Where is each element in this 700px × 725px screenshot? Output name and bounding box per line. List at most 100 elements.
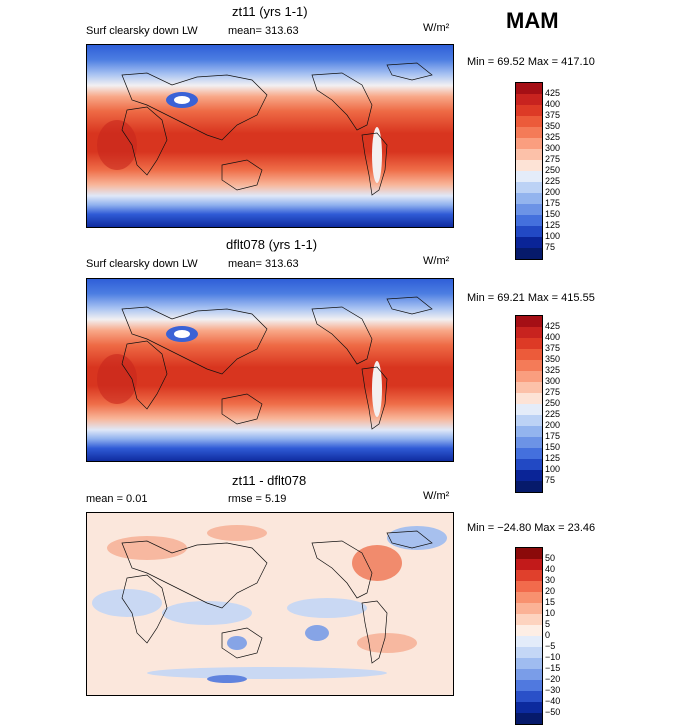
colorbar-swatch [516, 581, 542, 592]
colorbar-tick-label: 100 [545, 231, 561, 241]
colorbar-tick-label: 175 [545, 198, 561, 208]
colorbar-swatch [516, 393, 542, 404]
panel-3-minmax: Min = −24.80 Max = 23.46 [467, 522, 596, 534]
panel-2-colorbar: 425 400 375 350 325 300 275 250 225 200 175 150 125 1… [515, 315, 560, 493]
colorbar-swatch [516, 459, 542, 470]
colorbar-tick-label: 350 [545, 354, 561, 364]
colorbar-tick-label: 375 [545, 343, 561, 353]
colorbar-tick-label: 275 [545, 154, 561, 164]
colorbar-tick-label: −10 [545, 652, 561, 662]
colorbar-swatch [516, 327, 542, 338]
colorbar-tick-label: 325 [545, 132, 561, 142]
colorbar-swatch [516, 149, 542, 160]
colorbar-swatch [516, 338, 542, 349]
panel-3-map [86, 512, 454, 696]
colorbar-swatch [516, 226, 542, 237]
colorbar-swatch [516, 182, 542, 193]
colorbar-labels: 425 400 375 350 325 300 275 250 225 200 175 150 125 1… [545, 321, 560, 486]
panel-3-rmse: rmse = 5.19 [228, 493, 287, 505]
colorbar-tick-label: 125 [545, 453, 561, 463]
colorbar-swatch [516, 193, 542, 204]
colorbar-tick-label: 200 [545, 187, 561, 197]
colorbar-tick-label: 75 [545, 475, 556, 485]
panel-3-units: W/m² [423, 490, 450, 502]
colorbar-swatch [516, 138, 542, 149]
colorbar-tick-label: 300 [545, 376, 561, 386]
colorbar-swatch [516, 127, 542, 138]
panel-3-title: zt11 - dflt078 [232, 473, 307, 488]
colorbar-swatch [516, 603, 542, 614]
panel-1-minmax: Min = 69.52 Max = 417.10 [467, 56, 595, 68]
colorbar-swatch [516, 371, 542, 382]
colorbar-swatch [516, 713, 542, 724]
colorbar-swatch [516, 204, 542, 215]
colorbar-swatches [515, 315, 543, 493]
colorbar-swatch [516, 437, 542, 448]
colorbar-swatches [515, 547, 543, 725]
colorbar-swatch [516, 647, 542, 658]
panel-2-map [86, 278, 454, 462]
colorbar-tick-label: 75 [545, 242, 556, 252]
colorbar-swatches [515, 82, 543, 260]
colorbar-tick-label: 400 [545, 332, 561, 342]
panel-3-colorbar: 50 40 30 20 15 10 5 0 −5 −10 −15 −20 −30 −40 −50 [515, 547, 560, 725]
panel-2-mean: mean= 313.63 [228, 258, 299, 270]
panel-2-minmax: Min = 69.21 Max = 415.55 [467, 292, 595, 304]
colorbar-tick-label: 100 [545, 464, 561, 474]
colorbar-tick-label: 175 [545, 431, 561, 441]
panel-1-mean: mean= 313.63 [228, 25, 299, 37]
panel-1-units: W/m² [423, 22, 450, 34]
colorbar-labels: 50 40 30 20 15 10 5 0 −5 −10 −15 −20 −30 −40 −50 [545, 553, 560, 718]
colorbar-tick-label: 125 [545, 220, 561, 230]
colorbar-swatch [516, 171, 542, 182]
panel-3-mean: mean = 0.01 [86, 493, 148, 505]
colorbar-tick-label: 250 [545, 398, 561, 408]
colorbar-swatch [516, 669, 542, 680]
colorbar-swatch [516, 559, 542, 570]
colorbar-swatch [516, 349, 542, 360]
colorbar-tick-label: −20 [545, 674, 561, 684]
colorbar-tick-label: 300 [545, 143, 561, 153]
colorbar-tick-label: 50 [545, 553, 556, 563]
colorbar-swatch [516, 548, 542, 559]
colorbar-swatch [516, 470, 542, 481]
colorbar-swatch [516, 160, 542, 171]
colorbar-swatch [516, 83, 542, 94]
colorbar-tick-label: 375 [545, 110, 561, 120]
colorbar-tick-label: 250 [545, 165, 561, 175]
colorbar-tick-label: 150 [545, 209, 561, 219]
colorbar-tick-label: 425 [545, 321, 561, 331]
colorbar-swatch [516, 404, 542, 415]
colorbar-swatch [516, 625, 542, 636]
colorbar-tick-label: 20 [545, 586, 556, 596]
colorbar-tick-label: 0 [545, 630, 551, 640]
colorbar-swatch [516, 691, 542, 702]
colorbar-swatch [516, 592, 542, 603]
panel-1-map [86, 44, 454, 228]
colorbar-labels: 425 400 375 350 325 300 275 250 225 200 175 150 125 1… [545, 88, 560, 253]
colorbar-tick-label: 10 [545, 608, 556, 618]
colorbar-swatch [516, 237, 542, 248]
colorbar-tick-label: 30 [545, 575, 556, 585]
panel-1-variable: Surf clearsky down LW [86, 25, 198, 37]
colorbar-swatch [516, 415, 542, 426]
colorbar-swatch [516, 360, 542, 371]
colorbar-tick-label: −40 [545, 696, 561, 706]
colorbar-tick-label: 325 [545, 365, 561, 375]
colorbar-swatch [516, 94, 542, 105]
colorbar-tick-label: −30 [545, 685, 561, 695]
season-label: MAM [506, 8, 559, 33]
colorbar-tick-label: 200 [545, 420, 561, 430]
panel-1-title: zt11 (yrs 1-1) [232, 4, 308, 19]
colorbar-tick-label: 40 [545, 564, 556, 574]
colorbar-swatch [516, 105, 542, 116]
colorbar-swatch [516, 702, 542, 713]
colorbar-swatch [516, 116, 542, 127]
colorbar-tick-label: 150 [545, 442, 561, 452]
colorbar-tick-label: 275 [545, 387, 561, 397]
panel-2-variable: Surf clearsky down LW [86, 258, 198, 270]
colorbar-tick-label: 350 [545, 121, 561, 131]
colorbar-swatch [516, 570, 542, 581]
colorbar-tick-label: 400 [545, 99, 561, 109]
colorbar-tick-label: 5 [545, 619, 551, 629]
